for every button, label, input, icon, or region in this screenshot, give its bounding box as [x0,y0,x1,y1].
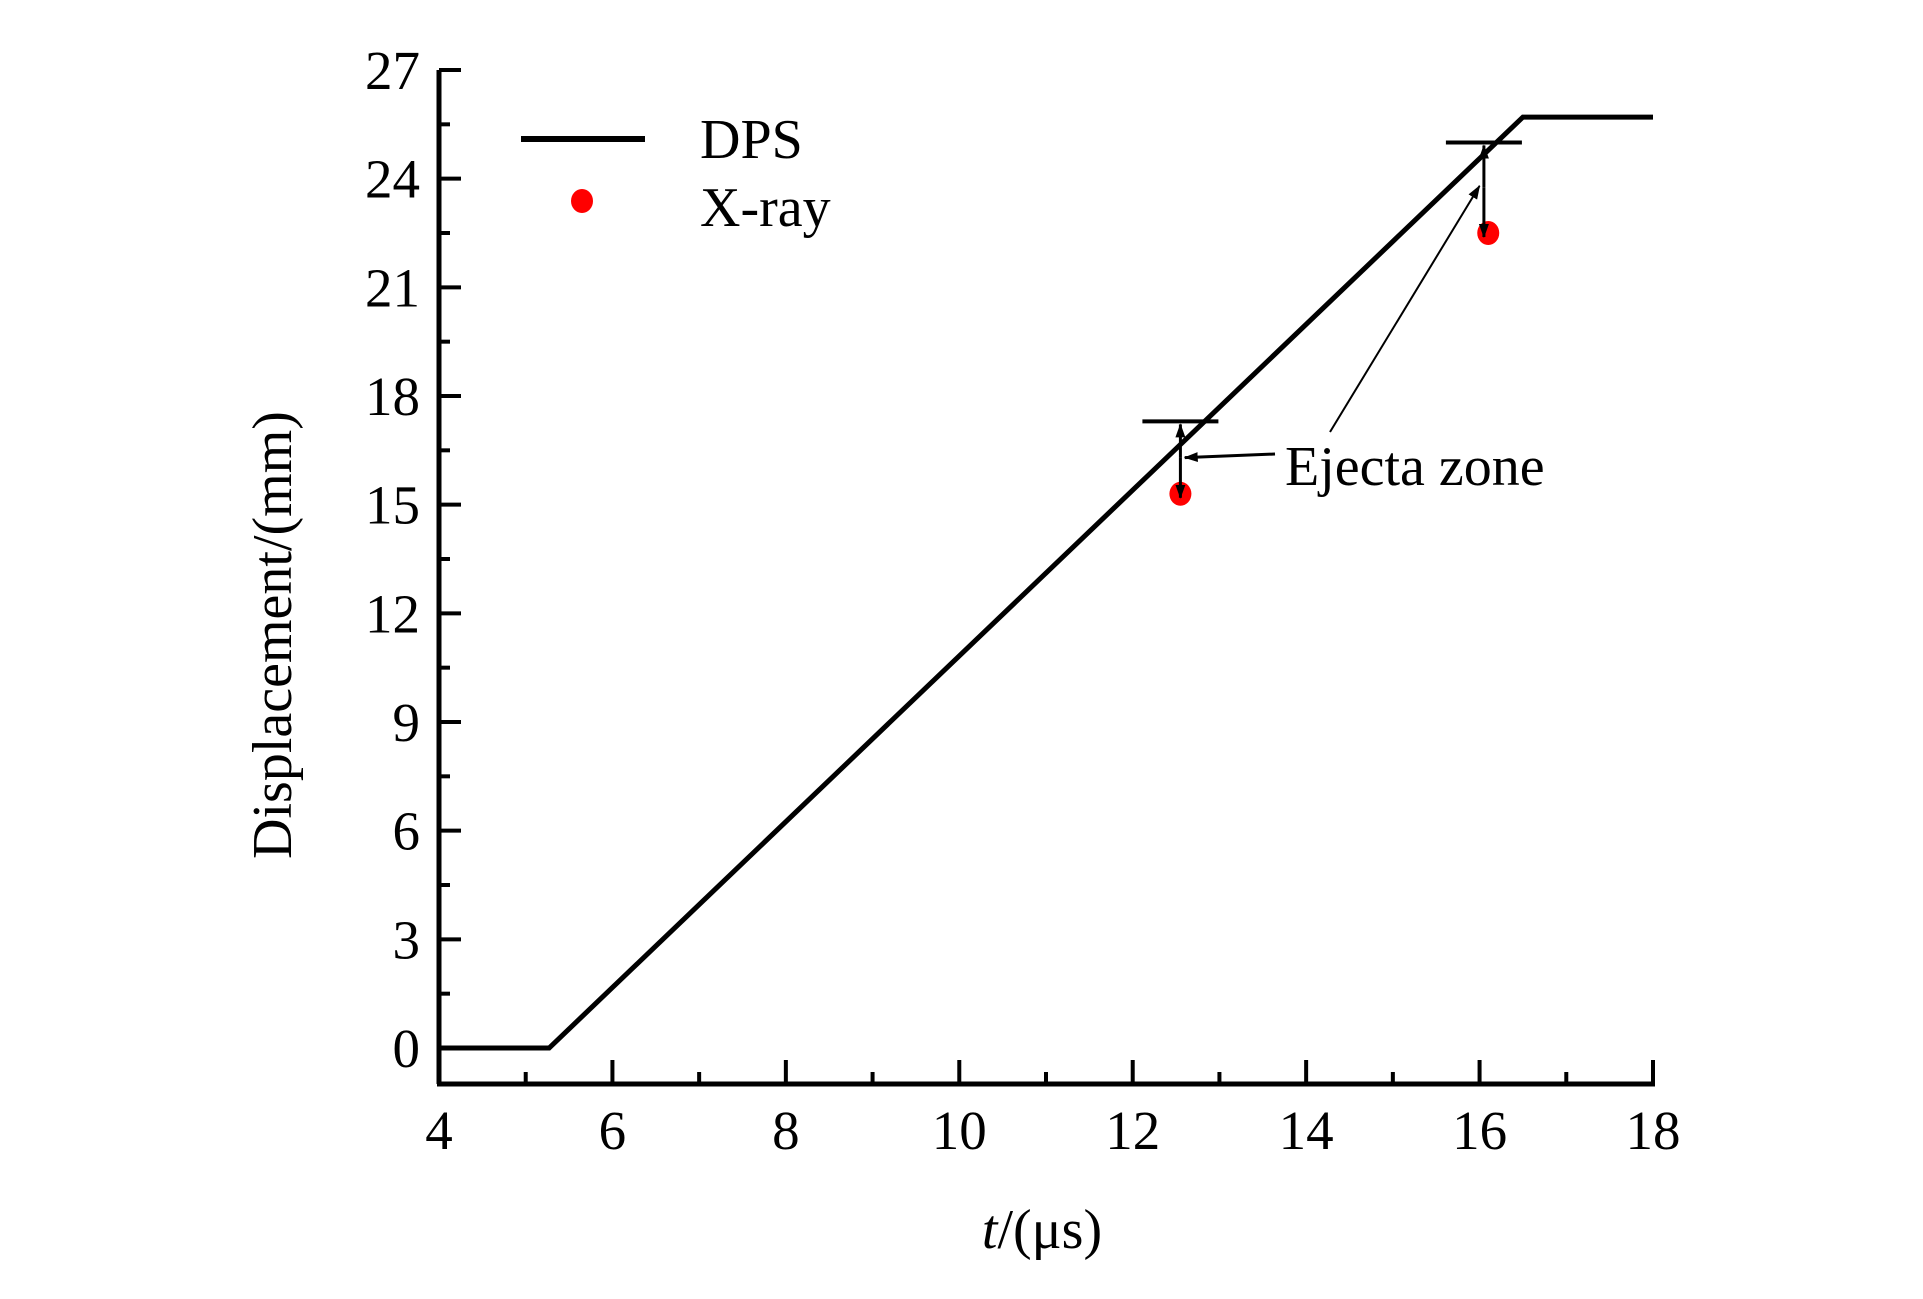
y-axis-title: Displacement/(mm) [242,411,304,859]
y-tick-label: 3 [393,909,421,970]
x-tick-label: 4 [425,1100,453,1161]
legend-xray-marker [571,189,593,213]
x-axis-title-var: t [982,1199,999,1261]
y-tick-label: 21 [365,257,420,318]
dps-series-line [439,114,1653,1051]
y-tick-label: 27 [365,40,420,101]
y-tick-label: 9 [393,692,421,753]
legend-dps-label: DPS [700,109,803,171]
y-tick-label: 6 [393,801,421,862]
y-tick-label: 12 [365,583,420,644]
x-tick-label: 6 [599,1100,627,1161]
xray-point [1477,221,1500,245]
y-tick-label: 18 [365,366,420,427]
y-tick-label: 0 [393,1018,421,1079]
x-tick-label: 12 [1105,1100,1160,1161]
x-tick-label: 8 [772,1100,800,1161]
y-tick-label: 15 [365,475,420,536]
x-axis-title: t/(μs) [982,1199,1102,1261]
x-axis-title-unit: /(μs) [997,1199,1102,1261]
axes: 4 6 8 10 12 14 16 18 0 3 6 9 12 15 18 21 24 27 [365,40,1681,1161]
x-tick-label: 14 [1279,1100,1334,1161]
legend-xray-label: X-ray [700,177,831,239]
legend: DPS X-ray [521,109,831,239]
annotation-ejecta-zone: Ejecta zone [1285,436,1545,498]
y-tick-label: 24 [365,149,420,210]
leader-arrow-zone-2 [1329,185,1481,433]
x-tick-label: 10 [932,1100,987,1161]
x-tick-label: 18 [1626,1100,1681,1161]
leader-arrow-zone-1 [1183,452,1276,463]
plot-area [439,114,1653,1051]
x-tick-label: 16 [1452,1100,1507,1161]
